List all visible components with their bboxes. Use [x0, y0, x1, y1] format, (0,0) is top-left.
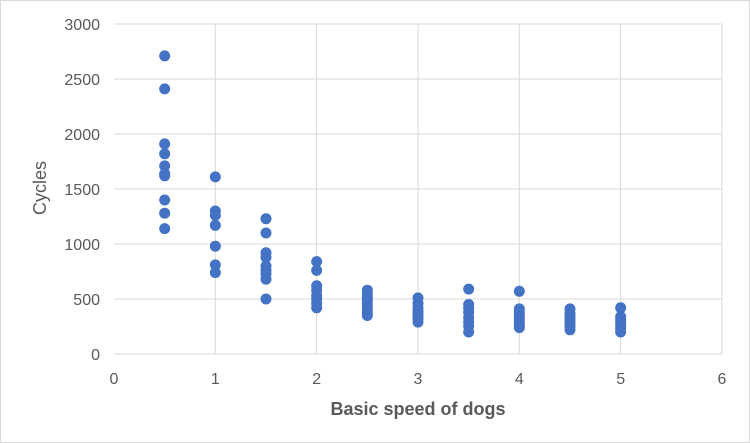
x-tick-label: 1	[211, 371, 220, 388]
data-point	[615, 326, 627, 338]
data-point	[209, 240, 221, 252]
data-point	[260, 213, 272, 225]
data-point	[260, 251, 272, 263]
x-tick-label: 4	[515, 371, 524, 388]
data-point	[615, 302, 627, 314]
data-point	[311, 302, 323, 314]
data-point	[209, 267, 221, 279]
data-point	[412, 316, 424, 328]
y-axis-ticks: 0 500 1000 1500 2000 2500 3000	[64, 17, 100, 364]
data-point	[159, 50, 171, 62]
data-point	[260, 293, 272, 305]
y-tick-label: 1000	[64, 237, 100, 254]
y-tick-label: 2500	[64, 72, 100, 89]
data-point	[159, 138, 171, 150]
data-point	[159, 223, 171, 235]
y-tick-label: 500	[73, 292, 100, 309]
data-points	[159, 50, 627, 338]
x-tick-label: 0	[110, 371, 119, 388]
y-tick-label: 0	[91, 347, 100, 364]
data-point	[463, 283, 475, 295]
data-point	[159, 194, 171, 206]
data-point	[260, 227, 272, 239]
data-point	[513, 322, 525, 334]
y-axis-title: Cycles	[30, 161, 50, 215]
data-point	[463, 326, 475, 338]
x-axis-ticks: 0 1 2 3 4 5 6	[110, 371, 727, 388]
data-point	[209, 209, 221, 221]
data-point	[513, 285, 525, 297]
x-tick-label: 5	[616, 371, 625, 388]
y-tick-label: 2000	[64, 127, 100, 144]
data-point	[159, 170, 171, 182]
data-point	[361, 310, 373, 321]
data-point	[159, 148, 171, 160]
x-tick-label: 2	[312, 371, 321, 388]
data-point	[159, 207, 171, 219]
x-axis-title: Basic speed of dogs	[330, 399, 505, 419]
data-point	[209, 259, 221, 271]
data-point	[209, 219, 221, 231]
y-tick-label: 3000	[64, 17, 100, 34]
data-point	[159, 160, 171, 172]
data-point	[311, 264, 323, 276]
data-point	[311, 256, 323, 268]
data-point	[209, 171, 221, 183]
x-tick-label: 6	[718, 371, 727, 388]
x-tick-label: 3	[414, 371, 423, 388]
data-point	[564, 324, 576, 336]
data-point	[159, 83, 171, 95]
y-tick-label: 1500	[64, 182, 100, 199]
data-point	[260, 273, 272, 285]
